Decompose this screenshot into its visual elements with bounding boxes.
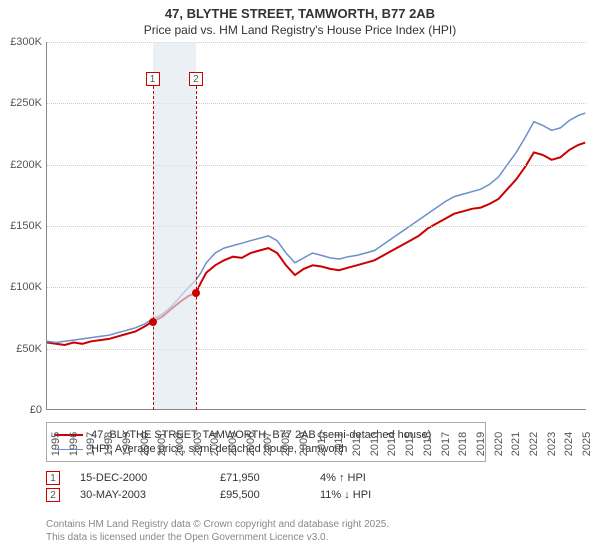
chart-title-line1: 47, BLYTHE STREET, TAMWORTH, B77 2AB bbox=[0, 6, 600, 21]
x-axis-label: 2009 bbox=[298, 432, 310, 456]
gridline-h bbox=[47, 165, 586, 166]
chart-title-block: 47, BLYTHE STREET, TAMWORTH, B77 2AB Pri… bbox=[0, 0, 600, 39]
x-axis-label: 2013 bbox=[369, 432, 381, 456]
sale-point bbox=[149, 318, 157, 326]
x-axis-label: 1998 bbox=[103, 432, 115, 456]
y-axis-label: £300K bbox=[2, 36, 42, 48]
sale-point bbox=[192, 289, 200, 297]
x-axis-label: 1995 bbox=[50, 432, 62, 456]
x-axis-label: 2020 bbox=[493, 432, 505, 456]
footer-line2: This data is licensed under the Open Gov… bbox=[46, 531, 389, 544]
annotation-marker-2: 2 bbox=[189, 72, 203, 86]
x-axis-label: 2015 bbox=[404, 432, 416, 456]
sales-date: 30-MAY-2003 bbox=[80, 489, 220, 501]
x-axis-label: 2019 bbox=[475, 432, 487, 456]
y-axis-label: £50K bbox=[2, 343, 42, 355]
x-axis-label: 2021 bbox=[510, 432, 522, 456]
x-axis-label: 2023 bbox=[546, 432, 558, 456]
gridline-h bbox=[47, 103, 586, 104]
y-axis-label: £250K bbox=[2, 97, 42, 109]
x-axis-label: 2007 bbox=[262, 432, 274, 456]
gridline-h bbox=[47, 226, 586, 227]
footer-text: Contains HM Land Registry data © Crown c… bbox=[46, 518, 389, 544]
gridline-h bbox=[47, 42, 586, 43]
y-axis-label: £100K bbox=[2, 281, 42, 293]
x-axis-label: 2025 bbox=[581, 432, 593, 456]
sales-row: 1 15-DEC-2000£71,9504% ↑ HPI bbox=[46, 471, 420, 485]
x-axis-label: 2005 bbox=[227, 432, 239, 456]
sales-price: £95,500 bbox=[220, 489, 320, 501]
sales-diff: 11% ↓ HPI bbox=[320, 489, 420, 501]
x-axis-label: 2010 bbox=[316, 432, 328, 456]
x-axis-label: 2003 bbox=[192, 432, 204, 456]
series-line-price_paid bbox=[47, 143, 585, 345]
x-axis-label: 1999 bbox=[121, 432, 133, 456]
x-axis-label: 1996 bbox=[68, 432, 80, 456]
sales-date: 15-DEC-2000 bbox=[80, 472, 220, 484]
annotation-marker-1: 1 bbox=[146, 72, 160, 86]
y-axis-label: £0 bbox=[2, 404, 42, 416]
x-axis-label: 2006 bbox=[245, 432, 257, 456]
sales-annot-marker: 2 bbox=[46, 488, 60, 502]
x-axis-label: 2012 bbox=[351, 432, 363, 456]
sales-price: £71,950 bbox=[220, 472, 320, 484]
x-axis-label: 2008 bbox=[280, 432, 292, 456]
sales-annot-marker: 1 bbox=[46, 471, 60, 485]
x-axis-label: 2001 bbox=[156, 432, 168, 456]
chart-container: 47, BLYTHE STREET, TAMWORTH, B77 2AB Pri… bbox=[0, 0, 600, 560]
sales-row: 2 30-MAY-2003£95,50011% ↓ HPI bbox=[46, 488, 420, 502]
x-axis-label: 2024 bbox=[563, 432, 575, 456]
y-axis-label: £150K bbox=[2, 220, 42, 232]
y-axis-label: £200K bbox=[2, 159, 42, 171]
chart-plot-area: 12 bbox=[46, 42, 586, 410]
annotation-line bbox=[196, 86, 197, 410]
chart-title-line2: Price paid vs. HM Land Registry's House … bbox=[0, 23, 600, 37]
sales-table: 1 15-DEC-2000£71,9504% ↑ HPI 2 30-MAY-2003£… bbox=[46, 468, 420, 505]
sales-diff: 4% ↑ HPI bbox=[320, 472, 420, 484]
series-line-hpi bbox=[47, 113, 585, 342]
x-axis-label: 1997 bbox=[85, 432, 97, 456]
x-axis-label: 2018 bbox=[457, 432, 469, 456]
x-axis-label: 2000 bbox=[139, 432, 151, 456]
x-axis-label: 2011 bbox=[333, 432, 345, 456]
x-axis-label: 2004 bbox=[209, 432, 221, 456]
highlight-band bbox=[153, 42, 196, 409]
x-axis-label: 2016 bbox=[422, 432, 434, 456]
gridline-h bbox=[47, 287, 586, 288]
x-axis-label: 2022 bbox=[528, 432, 540, 456]
gridline-h bbox=[47, 349, 586, 350]
x-axis-label: 2002 bbox=[174, 432, 186, 456]
annotation-line bbox=[153, 86, 154, 410]
x-axis-label: 2017 bbox=[440, 432, 452, 456]
footer-line1: Contains HM Land Registry data © Crown c… bbox=[46, 518, 389, 531]
x-axis-label: 2014 bbox=[386, 432, 398, 456]
